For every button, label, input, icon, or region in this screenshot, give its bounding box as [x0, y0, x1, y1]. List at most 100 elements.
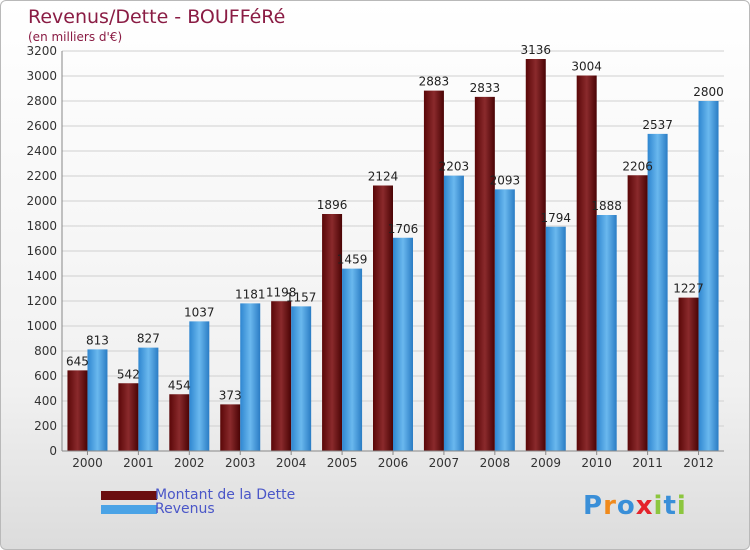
x-tick-label: 2002 [174, 456, 205, 470]
value-label-debt: 2206 [622, 159, 653, 173]
x-tick-label: 2004 [276, 456, 307, 470]
x-tick-label: 2009 [530, 456, 561, 470]
x-tick-label: 2006 [378, 456, 409, 470]
legend-label-debt: Montant de la Dette [155, 487, 296, 503]
y-tick-label: 400 [34, 394, 57, 408]
bar-revenus [393, 237, 413, 451]
x-tick-label: 2010 [581, 456, 612, 470]
y-tick-label: 2800 [26, 94, 57, 108]
x-tick-label: 2001 [123, 456, 154, 470]
logo-letter: x [635, 491, 654, 521]
value-label-revenus: 1888 [591, 199, 622, 213]
bar-debt [169, 394, 190, 451]
bar-revenus [189, 321, 210, 451]
y-tick-label: 1800 [26, 219, 57, 233]
x-tick-label: 2012 [683, 456, 714, 470]
bar-revenus [342, 268, 363, 451]
value-label-debt: 645 [66, 354, 89, 368]
y-tick-label: 0 [49, 444, 57, 458]
x-tick-label: 2011 [632, 456, 663, 470]
logo-letter: P [583, 491, 604, 521]
bar-revenus [698, 101, 719, 451]
logo-letter: o [616, 491, 636, 521]
axes: 0 200 400 600 800 1000 1200 1400 1600 1800 2000 220… [26, 44, 724, 470]
value-label-debt: 2883 [419, 75, 450, 89]
bar-revenus [596, 215, 617, 451]
value-label-debt: 454 [168, 378, 191, 392]
value-label-revenus: 1706 [388, 222, 419, 236]
value-label-revenus: 1794 [540, 211, 571, 225]
bar-debt [118, 383, 139, 451]
value-label-revenus: 2203 [439, 160, 470, 174]
y-tick-label: 3000 [26, 69, 57, 83]
bar-debt [576, 75, 597, 451]
bar-revenus [494, 189, 515, 451]
value-label-debt: 2124 [368, 170, 399, 184]
y-tick-label: 200 [34, 419, 57, 433]
bar-debt [271, 301, 292, 451]
y-tick-label: 1400 [26, 269, 57, 283]
value-label-revenus: 1181 [235, 287, 266, 301]
legend-item-revenus: Revenus [101, 501, 215, 517]
value-label-debt: 3136 [520, 43, 551, 57]
logo-letter: i [676, 491, 687, 521]
x-tick-label: 2007 [429, 456, 460, 470]
bar-debt [627, 175, 648, 451]
value-label-debt: 3004 [571, 60, 602, 74]
y-tick-label: 2000 [26, 194, 57, 208]
chart-title: Revenus/Dette - BOUFFéRé [28, 6, 286, 28]
value-label-revenus: 813 [86, 333, 109, 347]
bar-revenus [443, 175, 464, 451]
value-label-debt: 1227 [673, 282, 704, 296]
legend-swatch-revenus [101, 504, 157, 514]
y-tick-label: 1200 [26, 294, 57, 308]
bar-debt [67, 370, 88, 451]
bar-debt [220, 404, 241, 451]
bar-debt [525, 59, 546, 451]
y-tick-label: 2400 [26, 144, 57, 158]
y-tick-label: 1000 [26, 319, 57, 333]
bar-debt [373, 185, 393, 451]
bar-revenus [138, 347, 159, 451]
value-label-debt: 1896 [317, 198, 348, 212]
legend-label-revenus: Revenus [155, 501, 215, 517]
chart-subtitle: (en milliers d'€) [28, 30, 123, 44]
logo-letter: i [653, 491, 664, 521]
value-label-debt: 2833 [470, 81, 501, 95]
bar-revenus [647, 133, 668, 451]
bar-debt [322, 214, 343, 451]
bar-revenus [291, 306, 312, 451]
logo-letter: r [603, 491, 617, 521]
bar-debt [423, 90, 444, 451]
bar-revenus [545, 226, 566, 451]
value-label-debt: 542 [117, 367, 140, 381]
x-tick-label: 2008 [480, 456, 511, 470]
value-label-revenus: 1459 [337, 253, 368, 267]
bars [67, 59, 719, 451]
value-label-revenus: 2093 [490, 173, 521, 187]
x-tick-label: 2003 [225, 456, 256, 470]
x-tick-label: 2000 [72, 456, 103, 470]
y-tick-label: 2200 [26, 169, 57, 183]
bar-revenus [240, 303, 261, 451]
y-tick-label: 600 [34, 369, 57, 383]
value-label-revenus: 2537 [642, 118, 673, 132]
y-tick-label: 1600 [26, 244, 57, 258]
value-label-debt: 1198 [266, 285, 297, 299]
value-label-debt: 373 [219, 388, 242, 402]
legend-item-debt: Montant de la Dette [101, 487, 295, 503]
value-label-revenus: 1157 [286, 290, 317, 304]
proxiti-logo: Proxiti [583, 491, 687, 521]
x-tick-label: 2005 [327, 456, 358, 470]
value-label-revenus: 827 [137, 332, 160, 346]
y-tick-label: 800 [34, 344, 57, 358]
logo-letter: t [663, 491, 677, 521]
bar-debt [678, 297, 699, 451]
value-label-revenus: 2800 [693, 85, 724, 99]
bar-revenus [87, 349, 108, 451]
y-tick-label: 2600 [26, 119, 57, 133]
legend-swatch-debt [101, 490, 157, 500]
